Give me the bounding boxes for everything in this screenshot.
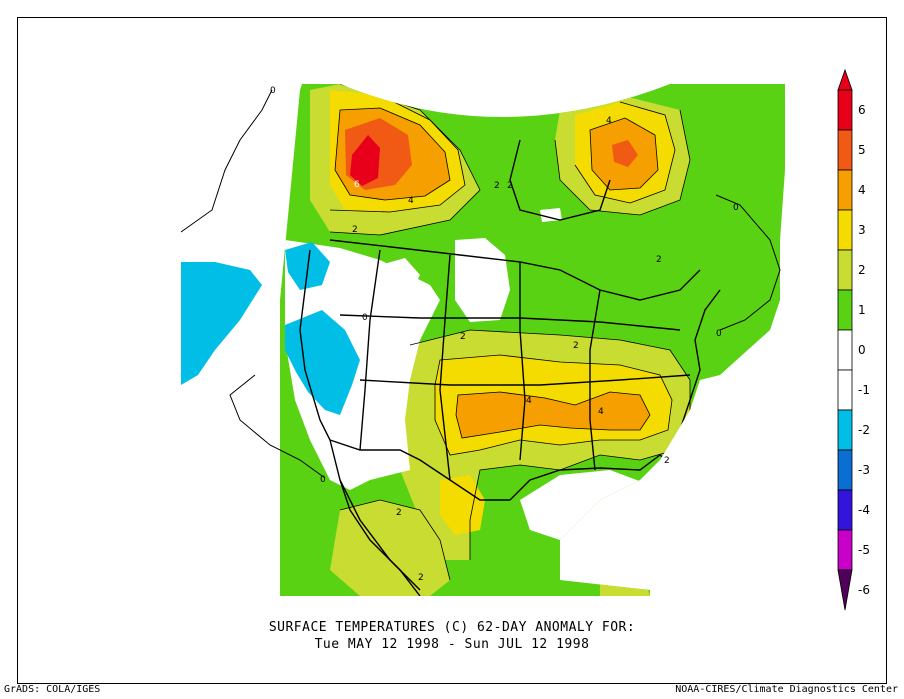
contour-label: 0 (362, 313, 368, 323)
contour-label: 0 (320, 475, 326, 485)
colorbar-label: 0 (858, 343, 866, 357)
colorbar-label: -6 (858, 583, 870, 597)
contour-lines (329, 84, 691, 581)
contour-label: 2 (460, 332, 466, 342)
field-5-to-6-north-east (612, 140, 638, 167)
contour-label: 4 (598, 407, 604, 417)
colorbar-label: 5 (858, 143, 866, 157)
contour-label: 2 (507, 181, 513, 191)
colorbar-swatch (837, 409, 853, 451)
colorbar-label: 3 (858, 223, 866, 237)
field-near-zero-bc (380, 258, 420, 295)
title-line-2: Tue MAY 12 1998 - Sun JUL 12 1998 (314, 637, 590, 652)
contour-label: 4 (408, 196, 414, 206)
colorbar-cap-bottom (837, 569, 853, 611)
contour-label: 0 (733, 203, 739, 213)
contour-label: 0 (716, 329, 722, 339)
field-negative-ca (285, 310, 360, 415)
colorbar-cap-top (837, 68, 853, 91)
state-lines-h2 (359, 374, 691, 386)
state-lines-v3 (519, 262, 526, 461)
colorbar-swatch (837, 329, 853, 371)
colorbar-swatch (837, 89, 853, 131)
canada-us-border (329, 239, 701, 301)
mexico-coast (339, 479, 421, 591)
contour-label: 2 (418, 573, 424, 583)
boundaries (299, 139, 721, 596)
contour-label: 2 (396, 508, 402, 518)
contour-label: 0 (270, 86, 276, 96)
footer-left: GrADS: COLA/IGES (4, 684, 101, 695)
colorbar-swatch (837, 489, 853, 531)
colorbar-swatch (837, 129, 853, 171)
field-2-to-3-south-east (600, 560, 650, 596)
colorbar-label: 6 (858, 103, 866, 117)
west-coast (299, 249, 421, 596)
contour-label: 2 (494, 181, 500, 191)
contour-label: 4 (606, 116, 612, 126)
field-3-to-4-mexico (440, 475, 485, 535)
colorbar-label: 1 (858, 303, 866, 317)
colorbar-swatch (837, 249, 853, 291)
contour-label: 2 (352, 225, 358, 235)
contour-label: 2 (664, 456, 670, 466)
colorbar-label: -1 (858, 383, 870, 397)
colorbar-label: -2 (858, 423, 870, 437)
contour-label: 2 (573, 341, 579, 351)
title-line-1: SURFACE TEMPERATURES (C) 62-DAY ANOMALY … (268, 620, 636, 635)
colorbar-swatch (837, 449, 853, 491)
colorbar-swatch (837, 289, 853, 331)
field-4-to-5-central (456, 392, 650, 438)
plot-frame (17, 17, 887, 684)
colorbar-swatch (837, 169, 853, 211)
colorbar-label: 2 (858, 263, 866, 277)
colorbar-swatch (837, 529, 853, 571)
state-lines-v1 (359, 249, 381, 451)
colorbar-label: -3 (858, 463, 870, 477)
colorbar: 6 5 4 3 2 1 0 -1 -2 -3 -4 -5 -6 (837, 68, 870, 611)
colorbar-swatch (837, 369, 853, 411)
contour-label: 2 (656, 255, 662, 265)
hudson-bay (509, 139, 611, 221)
colorbar-label: 4 (858, 183, 866, 197)
contour-label: 4 (526, 396, 532, 406)
contour-label: 6 (354, 180, 360, 190)
state-lines-v4 (589, 289, 601, 471)
field-above-6 (350, 135, 380, 186)
colorbar-swatch (837, 209, 853, 251)
outer-contours (180, 89, 781, 479)
state-lines-v2 (439, 254, 451, 481)
anomaly-field (280, 84, 785, 596)
field-negative-pacific (181, 262, 262, 385)
colorbar-label: -4 (858, 503, 870, 517)
contour-label-group: 0 6 4 2 4 2 2 0 2 2 0 2 4 4 2 0 2 2 0 (270, 86, 739, 583)
colorbar-label: -5 (858, 543, 870, 557)
footer-right: NOAA-CIRES/Climate Diagnostics Center (675, 684, 898, 695)
